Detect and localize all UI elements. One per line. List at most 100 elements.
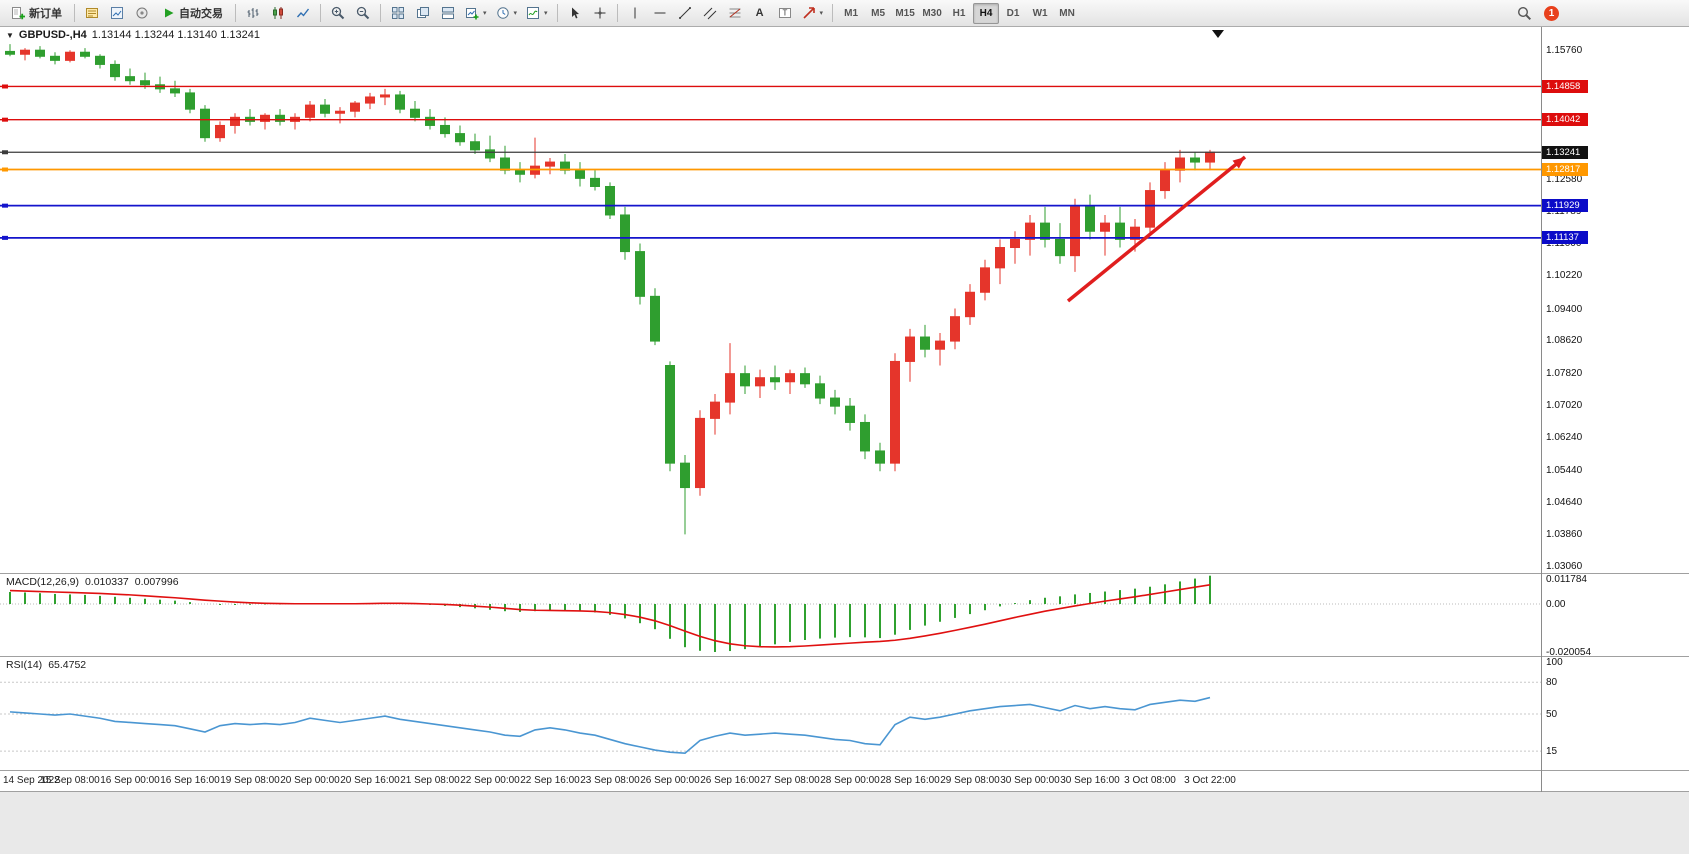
timeframe-d1-button[interactable]: D1	[1006, 7, 1020, 19]
time-axis[interactable]: 14 Sep 2022 15 Sep 08:00 16 Sep 00:00 16 Se…	[0, 771, 1541, 791]
line-anchor-marker	[2, 117, 8, 122]
chevron-down-icon: ▾	[544, 10, 548, 17]
text-tool-button[interactable]: A	[748, 3, 772, 24]
search-icon	[1517, 6, 1532, 21]
rsi-label: RSI(14) 65.4752	[6, 659, 86, 671]
chart-window[interactable]: ▼ GBPUSD-,H4 1.13144 1.13244 1.13140 1.1…	[0, 27, 1689, 792]
trendline-button[interactable]	[673, 3, 697, 24]
rsi-scale-label: 100	[1546, 657, 1563, 668]
navigator-button[interactable]	[130, 3, 154, 24]
price-axis-label: 1.15760	[1546, 44, 1583, 56]
price-badge: 1.13241	[1542, 145, 1588, 159]
zoom-out-button[interactable]	[351, 3, 375, 24]
channel-icon	[703, 6, 717, 20]
zoom-in-button[interactable]	[326, 3, 350, 24]
rsi-value: 65.4752	[48, 659, 87, 671]
chart-shift-marker[interactable]	[1212, 30, 1224, 38]
time-axis-label: 26 Sep 00:00	[640, 775, 700, 786]
periods-button[interactable]: ▾	[492, 3, 522, 24]
timeframe-m1-button[interactable]: M1	[844, 7, 859, 19]
rsi-indicator-plot[interactable]	[0, 657, 1541, 770]
macd-scale-label: 0.011784	[1546, 574, 1587, 585]
notification-badge[interactable]: 1	[1544, 5, 1559, 21]
new-order-button[interactable]: 新订单	[4, 3, 69, 24]
price-badge: 1.14858	[1542, 79, 1588, 93]
macd-indicator-plot[interactable]	[0, 574, 1541, 656]
time-axis-label: 29 Sep 08:00	[940, 775, 1000, 786]
toolbar-right-group: 1	[1512, 3, 1559, 24]
line-anchor-marker	[2, 203, 8, 208]
line-anchor-marker	[2, 167, 8, 172]
price-badge: 1.11929	[1542, 199, 1588, 213]
crosshair-button[interactable]	[588, 3, 612, 24]
timeframe-h4-button[interactable]: H4	[973, 2, 1000, 24]
line-anchor-marker	[2, 235, 8, 240]
one-click-trading-expand-icon[interactable]: ▼	[6, 30, 14, 40]
line-chart-button[interactable]	[291, 3, 315, 24]
autotrading-button[interactable]: 自动交易	[155, 3, 230, 24]
timeframe-w1-button[interactable]: W1	[1032, 7, 1048, 19]
new-chart-icon	[465, 6, 479, 20]
cursor-button[interactable]	[563, 3, 587, 24]
new-order-label: 新订单	[29, 8, 62, 20]
crosshair-icon	[593, 6, 607, 20]
price-axis-label: 1.07020	[1546, 400, 1583, 412]
candlestick-chart-button[interactable]	[266, 3, 290, 24]
data-window-button[interactable]	[105, 3, 129, 24]
new-chart-button[interactable]: ▾	[461, 3, 491, 24]
rsi-line	[9, 696, 1211, 755]
label-tool-button[interactable]: T	[773, 3, 797, 24]
market-watch-button[interactable]	[80, 3, 104, 24]
clock-icon	[496, 6, 510, 20]
price-axis[interactable]: 1.157601.125801.117891.110001.102201.094…	[1542, 27, 1688, 573]
time-axis-label: 28 Sep 16:00	[880, 775, 940, 786]
cascade-windows-icon	[416, 6, 430, 20]
timeframe-m30-button[interactable]: M30	[922, 7, 942, 19]
timeframe-m5-button[interactable]: M5	[871, 7, 886, 19]
panel-divider[interactable]	[0, 573, 1689, 574]
cascade-windows-button[interactable]	[411, 3, 435, 24]
zoom-out-icon	[356, 6, 370, 20]
line-anchor-marker	[2, 150, 8, 155]
trend-arrow-object[interactable]	[1066, 155, 1247, 303]
fibonacci-button[interactable]	[723, 3, 747, 24]
search-button[interactable]	[1512, 3, 1536, 24]
shapes-arrows-button[interactable]: ▾	[798, 3, 828, 24]
timeframe-mn-button[interactable]: MN	[1059, 7, 1075, 19]
macd-signal-value: 0.007996	[134, 576, 179, 588]
time-axis-label: 30 Sep 16:00	[1060, 775, 1120, 786]
candlestick-series	[5, 44, 1215, 535]
timeframe-h1-button[interactable]: H1	[952, 7, 966, 19]
fibonacci-icon	[728, 6, 742, 20]
cursor-icon	[568, 6, 582, 20]
chevron-down-icon: ▾	[513, 10, 518, 17]
toolbar-separator	[616, 4, 618, 22]
tile-windows-icon	[391, 6, 405, 20]
panel-divider[interactable]	[0, 656, 1689, 657]
time-axis-label: 16 Sep 00:00	[100, 775, 160, 786]
price-axis-label: 1.03060	[1546, 561, 1583, 573]
time-axis-label: 26 Sep 16:00	[700, 775, 760, 786]
time-axis-label: 21 Sep 08:00	[400, 775, 460, 786]
toolbar-separator	[320, 4, 321, 22]
time-axis-label: 3 Oct 22:00	[1184, 775, 1236, 786]
bar-chart-button[interactable]	[241, 3, 265, 24]
tile-windows-button[interactable]	[386, 3, 410, 24]
channel-button[interactable]	[698, 3, 722, 24]
time-axis-label: 22 Sep 16:00	[520, 775, 580, 786]
price-chart-plot[interactable]	[0, 27, 1541, 573]
arrange-windows-button[interactable]	[436, 3, 460, 24]
indicators-icon	[526, 6, 540, 20]
axis-divider[interactable]	[1541, 27, 1542, 792]
bar-chart-icon	[246, 6, 260, 20]
macd-scale-label: -0.020054	[1546, 647, 1592, 659]
timeframe-m15-button[interactable]: M15	[895, 7, 915, 19]
time-axis-label: 28 Sep 00:00	[820, 775, 880, 786]
vertical-line-button[interactable]	[623, 3, 647, 24]
macd-signal-line	[9, 584, 1211, 648]
data-window-icon	[110, 6, 124, 20]
indicators-button[interactable]: ▾	[522, 3, 552, 24]
horizontal-line-button[interactable]	[648, 3, 672, 24]
price-axis-label: 1.07820	[1546, 367, 1583, 379]
trendline-icon	[678, 6, 692, 20]
